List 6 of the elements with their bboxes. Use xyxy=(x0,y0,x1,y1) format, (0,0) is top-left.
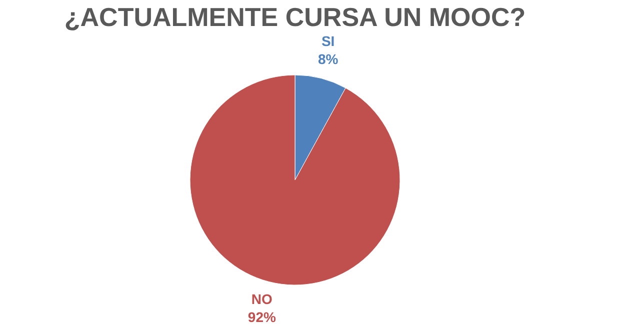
data-label: 8% xyxy=(318,51,339,68)
pie-slice xyxy=(190,74,400,286)
slice-label: NO xyxy=(251,290,273,307)
data-label: 92% xyxy=(248,308,276,325)
slice-label: SI xyxy=(321,33,335,50)
chart-title: ¿ACTUALMENTE CURSA UN MOOC? xyxy=(64,2,526,32)
